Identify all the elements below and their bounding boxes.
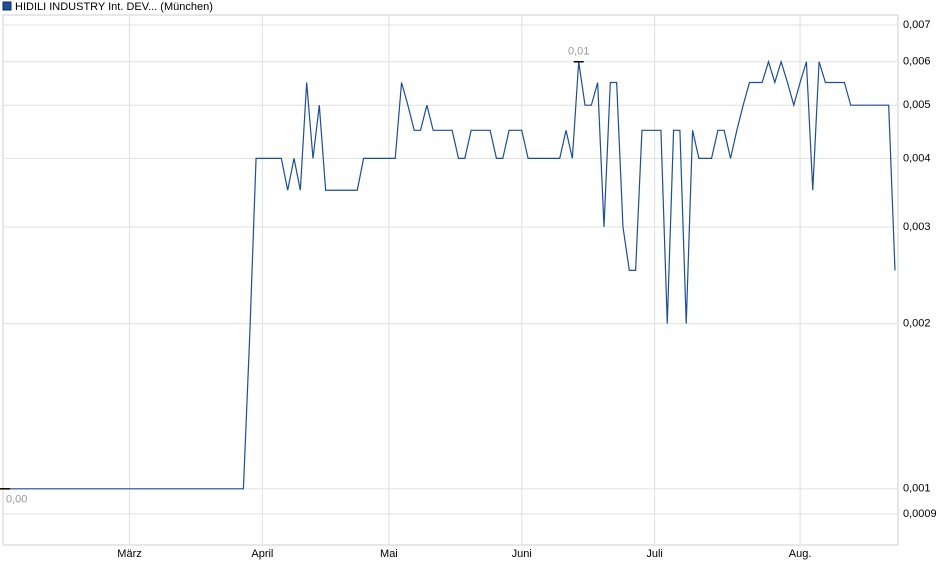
y-tick-label: 0,006	[903, 56, 931, 68]
x-tick-label: Juli	[646, 548, 663, 560]
x-tick-label: April	[251, 548, 273, 560]
plot-frame	[2, 14, 899, 546]
y-tick-label: 0,007	[903, 19, 931, 31]
y-tick-label: 0,003	[903, 221, 931, 233]
max-label: 0,01	[568, 46, 589, 58]
x-tick-label: März	[117, 548, 141, 560]
y-tick-label: 0,002	[903, 318, 931, 330]
y-tick-label: 0,005	[903, 99, 931, 111]
y-tick-label: 0,0009	[903, 508, 937, 520]
min-label: 0,00	[6, 494, 27, 506]
x-tick-label: Juni	[512, 548, 532, 560]
x-tick-label: Mai	[380, 548, 398, 560]
legend-swatch	[2, 1, 12, 11]
y-tick-label: 0,004	[903, 152, 931, 164]
legend-label: HIDILI INDUSTRY Int. DEV... (München)	[15, 1, 213, 13]
x-tick-label: Aug.	[789, 548, 812, 560]
y-tick-label: 0,001	[903, 483, 931, 495]
price-line	[3, 59, 896, 490]
